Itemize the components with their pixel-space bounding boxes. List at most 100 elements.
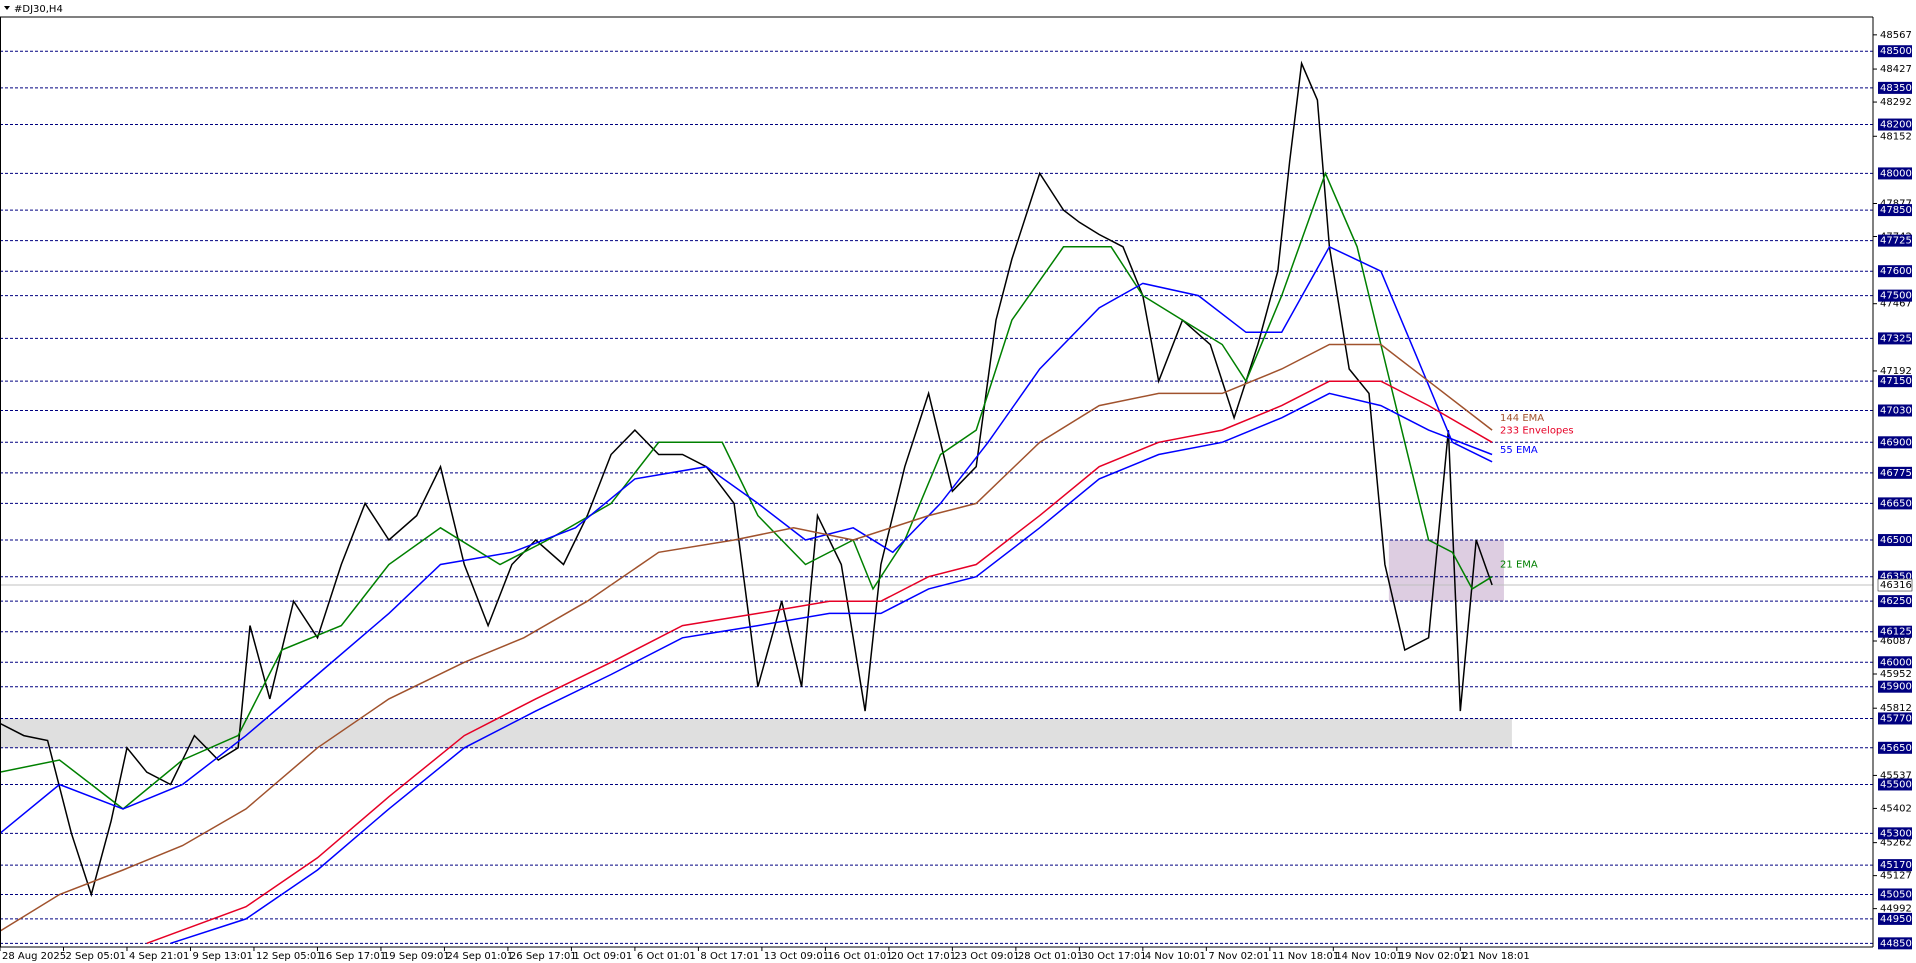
series-label: 233 Envelopes: [1500, 425, 1574, 436]
x-tick-label: 16 Sep 17:01: [319, 951, 386, 962]
menu-arrow: [4, 6, 10, 10]
level-label: 46775: [1880, 468, 1912, 479]
level-label: 45770: [1880, 713, 1912, 724]
x-tick-label: 2 Sep 05:01: [65, 951, 125, 962]
current-price-label: 46316: [1880, 580, 1912, 591]
x-tick-label: 24 Sep 01:01: [446, 951, 513, 962]
level-label: 45300: [1880, 828, 1912, 839]
level-label-box: [1878, 404, 1912, 417]
level-label-box: [1878, 937, 1912, 950]
x-tick-label: 9 Sep 13:01: [192, 951, 252, 962]
y-tick-label: 45262: [1880, 838, 1912, 849]
x-tick-label: 14 Nov 10:01: [1335, 951, 1402, 962]
y-tick-label: 45812: [1880, 703, 1912, 714]
level-label: 46500: [1880, 535, 1912, 546]
level-label-box: [1878, 778, 1912, 791]
level-label: 45900: [1880, 682, 1912, 693]
y-tick-label: 46087: [1880, 636, 1912, 647]
x-tick-label: 1 Oct 09:01: [573, 951, 632, 962]
level-label-box: [1878, 859, 1912, 872]
level-label: 47500: [1880, 291, 1912, 302]
x-tick-label: 16 Oct 01:01: [827, 951, 892, 962]
level-label: 46350: [1880, 572, 1912, 583]
x-tick-label: 12 Sep 05:01: [256, 951, 323, 962]
y-tick-label: 45952: [1880, 669, 1912, 680]
level-label: 46900: [1880, 437, 1912, 448]
series-line: [146, 380, 1493, 945]
y-tick-label: 47467: [1880, 299, 1912, 310]
x-tick-label: 30 Oct 17:01: [1081, 951, 1146, 962]
x-tick-label: 7 Nov 02:01: [1208, 951, 1269, 962]
y-tick-label: 48567: [1880, 30, 1912, 41]
level-label-box: [1878, 45, 1912, 58]
level-label-box: [1878, 289, 1912, 302]
chart-title: #DJ30,H4: [14, 4, 63, 15]
level-label: 46250: [1880, 596, 1912, 607]
level-label-box: [1878, 265, 1912, 278]
series-line: [0, 60, 1493, 898]
x-tick-label: 4 Sep 21:01: [129, 951, 189, 962]
level-label-box: [1878, 712, 1912, 725]
level-label-box: [1878, 827, 1912, 840]
series-label: 144 EMA: [1500, 413, 1544, 424]
series-line: [0, 171, 1493, 810]
level-label: 46000: [1880, 657, 1912, 668]
x-tick-label: 28 Oct 01:01: [1018, 951, 1083, 962]
y-tick-label: 45537: [1880, 770, 1912, 781]
series-line: [170, 392, 1493, 945]
level-label-box: [1878, 436, 1912, 449]
level-label-box: [1878, 741, 1912, 754]
level-label-box: [1878, 680, 1912, 693]
level-label-box: [1878, 332, 1912, 345]
y-tick-label: 45127: [1880, 871, 1912, 882]
level-label-box: [1878, 118, 1912, 131]
level-label: 45050: [1880, 889, 1912, 900]
x-tick-label: 11 Nov 18:01: [1272, 951, 1339, 962]
y-tick-label: 44992: [1880, 904, 1912, 915]
x-tick-label: 19 Nov 02:01: [1399, 951, 1466, 962]
x-tick-label: 13 Oct 09:01: [764, 951, 829, 962]
zone: [1388, 540, 1504, 602]
level-label: 47850: [1880, 205, 1912, 216]
x-tick-label: 19 Sep 09:01: [383, 951, 450, 962]
level-label-box: [1878, 656, 1912, 669]
level-label-box: [1878, 497, 1912, 510]
level-label: 48500: [1880, 46, 1912, 57]
level-label: 44950: [1880, 914, 1912, 925]
level-label-box: [1878, 888, 1912, 901]
level-label: 48200: [1880, 120, 1912, 131]
level-label-box: [1878, 204, 1912, 217]
level-label-box: [1878, 625, 1912, 638]
level-label-box: [1878, 466, 1912, 479]
level-label: 46125: [1880, 627, 1912, 638]
y-tick-label: 48427: [1880, 64, 1912, 75]
level-label: 47325: [1880, 333, 1912, 344]
level-label: 45650: [1880, 743, 1912, 754]
x-tick-label: 21 Nov 18:01: [1462, 951, 1529, 962]
series-line: [0, 245, 1493, 834]
x-tick-label: 28 Aug 2025: [2, 951, 66, 962]
level-label: 46650: [1880, 498, 1912, 509]
x-tick-label: 23 Oct 09:01: [954, 951, 1019, 962]
level-label: 47600: [1880, 266, 1912, 277]
level-label: 48350: [1880, 83, 1912, 94]
x-tick-label: 6 Oct 01:01: [637, 951, 696, 962]
series-line: [0, 343, 1493, 932]
level-label-box: [1878, 534, 1912, 547]
y-tick-label: 47192: [1880, 366, 1912, 377]
level-label: 44850: [1880, 938, 1912, 949]
level-label-box: [1878, 81, 1912, 94]
level-label: 48000: [1880, 168, 1912, 179]
series-label: 21 EMA: [1500, 560, 1538, 571]
level-label-box: [1878, 167, 1912, 180]
y-tick-label: 47877: [1880, 198, 1912, 209]
series-label: 55 EMA: [1500, 445, 1538, 456]
level-label-box: [1878, 234, 1912, 247]
current-price-box: [1877, 578, 1913, 592]
x-tick-label: 26 Sep 17:01: [510, 951, 577, 962]
zone: [0, 718, 1512, 748]
x-tick-label: 4 Nov 10:01: [1145, 951, 1206, 962]
level-label: 47725: [1880, 236, 1912, 247]
